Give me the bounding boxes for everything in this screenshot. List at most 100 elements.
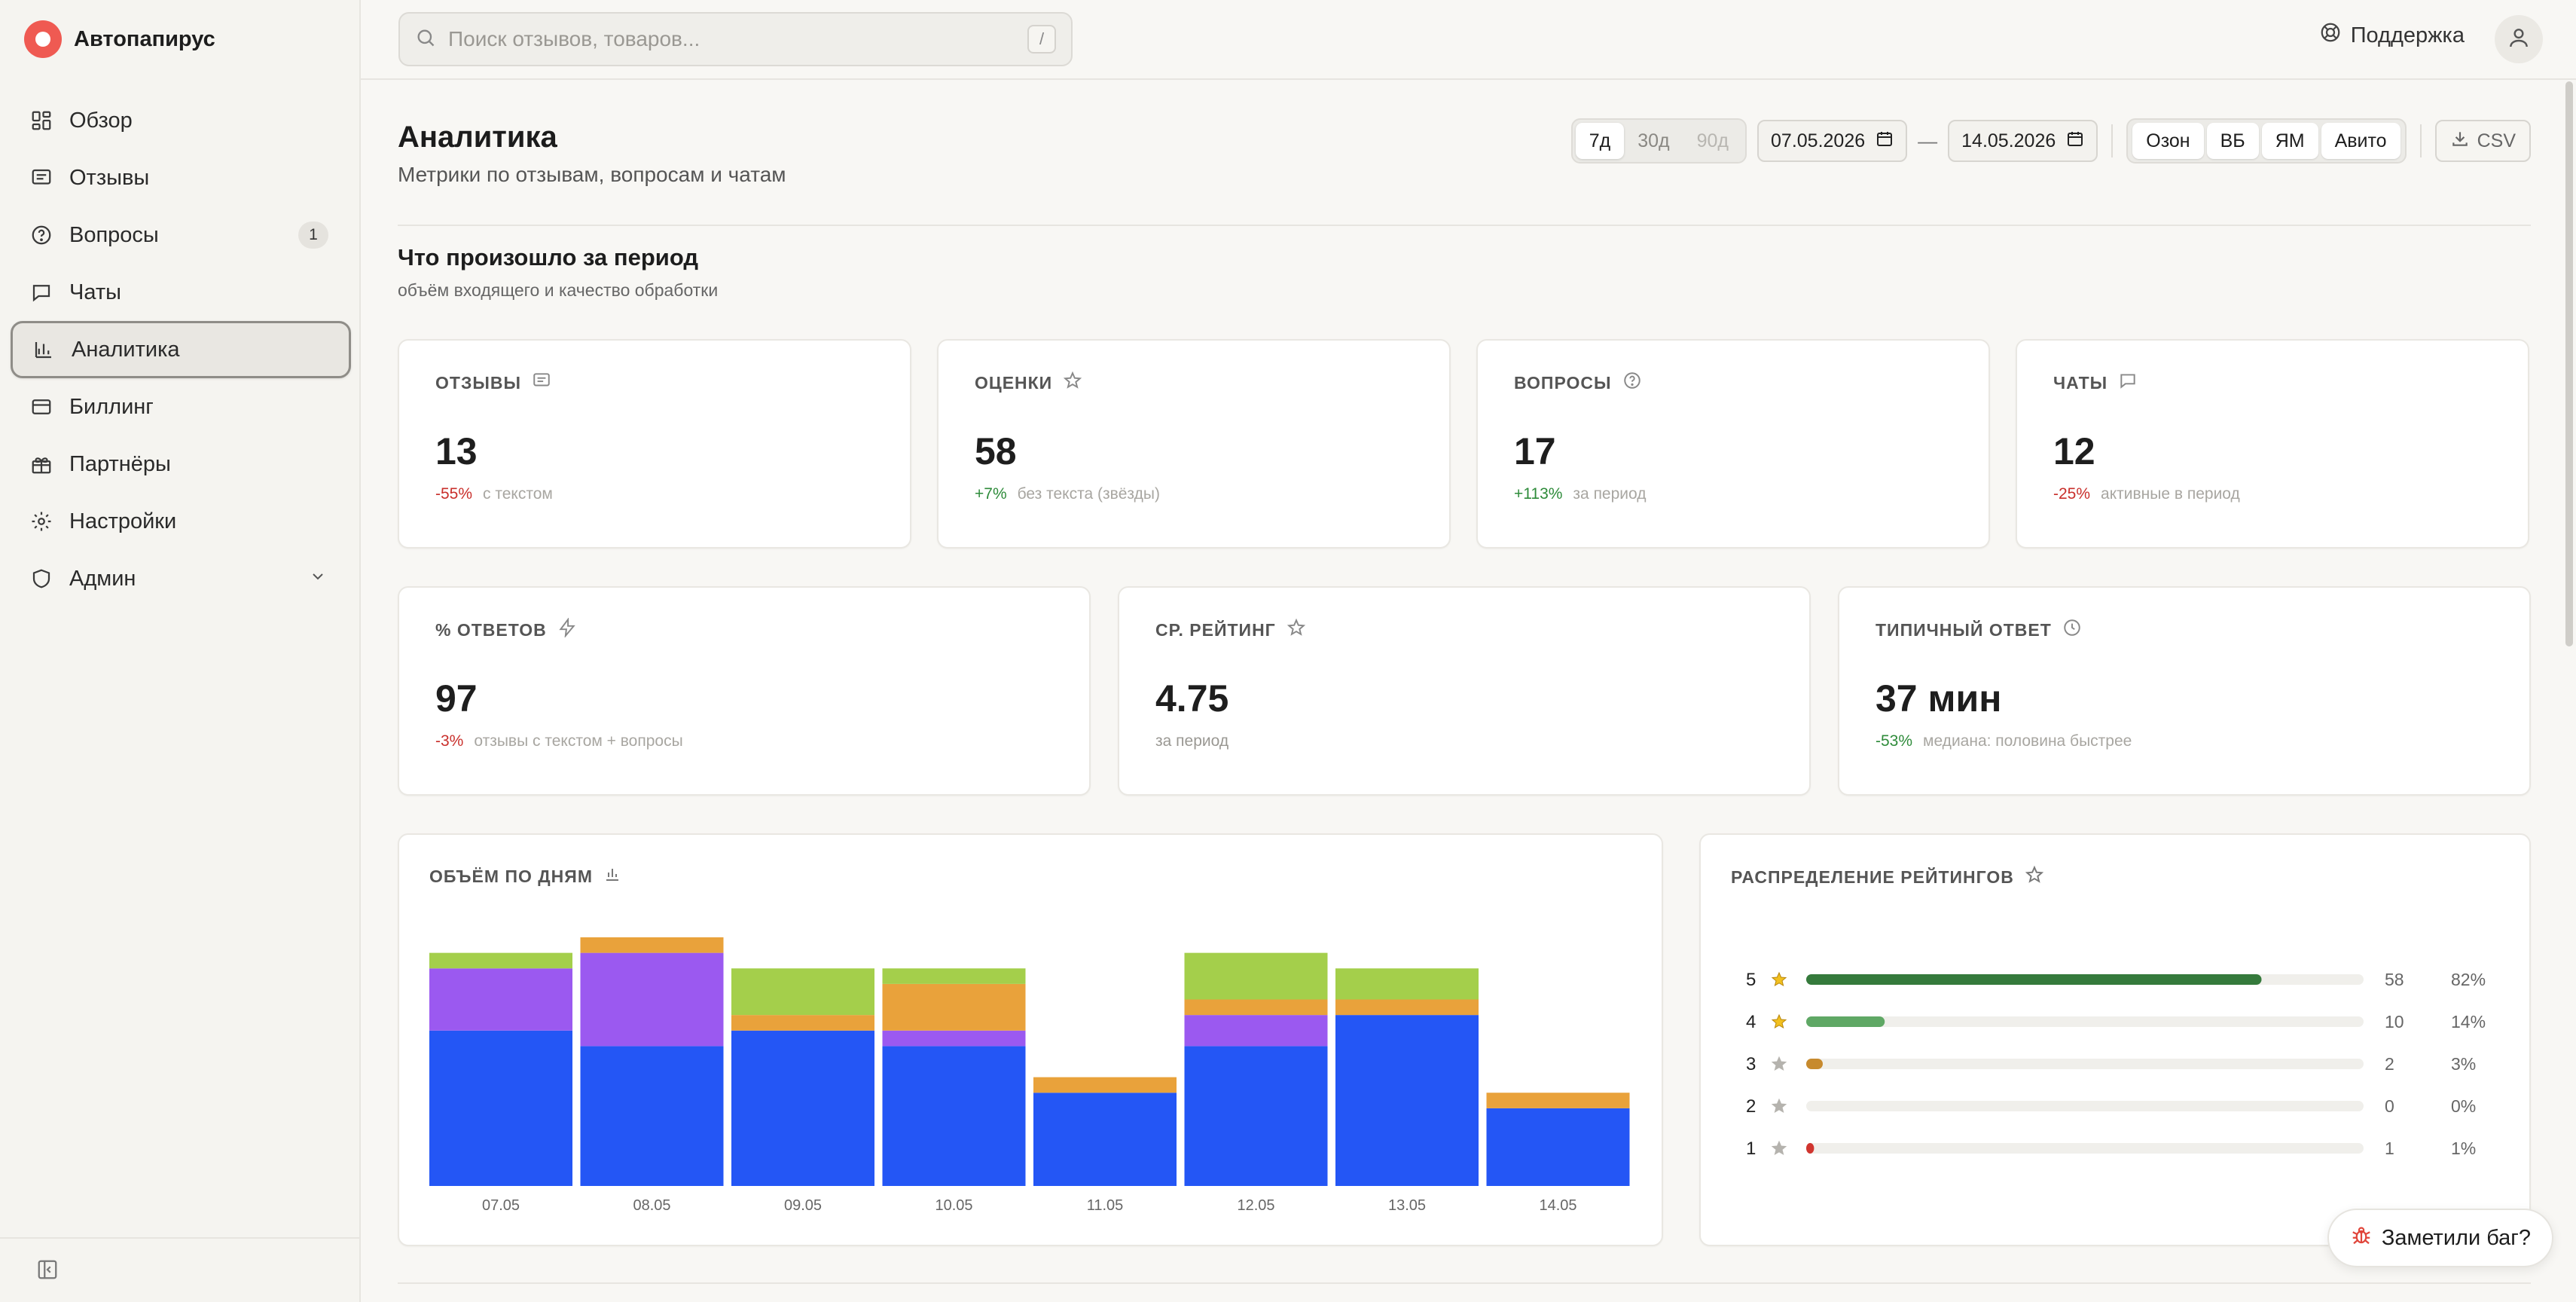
volume-bar-segment[interactable] [1335, 968, 1479, 1000]
metric-note: за период [1573, 485, 1647, 503]
volume-bar-segment[interactable] [429, 952, 572, 969]
search-box[interactable]: / [398, 12, 1073, 66]
sidebar-item[interactable]: Биллинг [11, 378, 351, 436]
volume-bar-segment[interactable] [1033, 1077, 1177, 1093]
user-menu-button[interactable] [2495, 15, 2543, 63]
sidebar-item[interactable]: Админ [11, 550, 351, 607]
rating-percent: 1% [2451, 1138, 2476, 1158]
rating-percent: 14% [2451, 1012, 2486, 1032]
rating-bar[interactable] [1806, 1143, 1814, 1154]
metric-value: 4.75 [1155, 677, 1229, 720]
collapse-sidebar-icon[interactable] [36, 1258, 59, 1285]
bug-icon [2350, 1224, 2373, 1252]
chevron-down-icon[interactable] [309, 567, 327, 591]
page-title: Аналитика [398, 121, 557, 154]
metric-meta: +7% без текста (звёзды) [975, 485, 1160, 503]
metric-label: % ОТВЕТОВ [435, 617, 577, 642]
rating-bar[interactable] [1806, 1016, 1885, 1027]
search-shortcut-hint: / [1027, 25, 1056, 53]
marketplace-toggle[interactable]: ВБ [2206, 123, 2259, 159]
controls-divider [2111, 124, 2114, 157]
metric-label-text: ТИПИЧНЫЙ ОТВЕТ [1876, 619, 2052, 640]
sidebar-item[interactable]: Настройки [11, 493, 351, 550]
volume-bar-segment[interactable] [882, 968, 1026, 984]
metric-note: с текстом [483, 485, 553, 503]
brand[interactable]: Автопапирус [24, 20, 215, 59]
rating-label: 1 [1746, 1138, 1756, 1159]
volume-chart-title-text: ОБЪЁМ ПО ДНЯМ [429, 866, 593, 886]
volume-bar-segment[interactable] [580, 952, 724, 1047]
volume-bar-segment[interactable] [1184, 999, 1328, 1016]
rating-bar[interactable] [1806, 974, 2262, 985]
download-icon [2450, 129, 2470, 154]
shield-icon [30, 567, 53, 590]
metric-delta: -25% [2053, 485, 2091, 503]
report-bug-button[interactable]: Заметили баг? [2327, 1209, 2553, 1267]
sidebar-item[interactable]: Партнёры [11, 436, 351, 493]
calendar-icon[interactable] [2066, 130, 2084, 153]
volume-bar-segment[interactable] [731, 1015, 874, 1031]
volume-chart: 07.05 08.05 09.05 10.05 11.05 12.05 13.05 14.05 [429, 937, 1630, 1214]
star-icon [2025, 865, 2044, 889]
sidebar: Автопапирус Обзор Отзывы Вопросы 1 Чаты Анали… [0, 0, 361, 1302]
volume-bar-segment[interactable] [1184, 1015, 1328, 1047]
date-to-field[interactable]: 14.05.2026 [1948, 120, 2098, 162]
volume-bar-segment[interactable] [731, 1030, 874, 1186]
sidebar-item[interactable]: Аналитика [11, 321, 351, 378]
sidebar-item[interactable]: Вопросы 1 [11, 206, 351, 264]
metric-delta: +113% [1514, 485, 1563, 503]
volume-bar-segment[interactable] [1335, 1015, 1479, 1186]
chat-icon [2118, 371, 2138, 395]
page-scrollbar[interactable] [2565, 81, 2573, 646]
sidebar-item[interactable]: Отзывы [11, 149, 351, 206]
metric-value: 13 [435, 430, 478, 472]
metric-label-text: ВОПРОСЫ [1514, 372, 1612, 393]
support-link[interactable]: Поддержка [2319, 21, 2465, 50]
dashboard-icon [30, 109, 53, 132]
volume-bar-segment[interactable] [429, 1030, 572, 1186]
export-csv-button[interactable]: CSV [2434, 120, 2531, 162]
marketplace-toggle[interactable]: ЯМ [2261, 123, 2318, 159]
star-icon [1771, 1140, 1787, 1156]
rating-distribution-card: РАСПРЕДЕЛЕНИЕ РЕЙТИНГОВ 5 58 82% 4 10 14% 3 2 3%… [1699, 833, 2531, 1246]
sidebar-item[interactable]: Чаты [11, 264, 351, 321]
metric-delta: -53% [1876, 732, 1913, 750]
volume-bar-segment[interactable] [882, 983, 1026, 1031]
volume-bar-segment[interactable] [1486, 1093, 1630, 1108]
metric-note: за период [1155, 732, 1229, 750]
metric-value: 58 [975, 430, 1017, 472]
volume-bar-segment[interactable] [882, 1046, 1026, 1186]
marketplace-toggle[interactable]: Авито [2321, 123, 2401, 159]
period-option[interactable]: 7д [1575, 123, 1625, 159]
volume-bar-segment[interactable] [1486, 1108, 1630, 1186]
period-option[interactable]: 30д [1624, 123, 1683, 159]
sidebar-item[interactable]: Обзор [11, 92, 351, 149]
volume-bar-segment[interactable] [580, 1046, 724, 1186]
metric-value: 12 [2053, 430, 2095, 472]
volume-bar-segment[interactable] [1033, 1093, 1177, 1186]
rating-count: 1 [2385, 1138, 2394, 1158]
volume-bar-segment[interactable] [1184, 1046, 1328, 1186]
user-icon [2507, 26, 2531, 53]
period-option[interactable]: 90д [1683, 123, 1742, 159]
gift-icon [30, 453, 53, 475]
rating-bar[interactable] [1806, 1059, 1823, 1069]
search-input[interactable] [448, 27, 1015, 51]
volume-bar-segment[interactable] [580, 937, 724, 953]
volume-bar-segment[interactable] [731, 968, 874, 1016]
period-selector: 7д 30д 90д [1570, 118, 1747, 164]
search-icon [415, 27, 436, 52]
lifebuoy-icon [2319, 21, 2342, 50]
metric-meta: +113% за период [1514, 485, 1647, 503]
content-divider [398, 1282, 2531, 1284]
metric-value: 17 [1514, 430, 1556, 472]
date-from-field[interactable]: 07.05.2026 [1757, 120, 1908, 162]
calendar-icon[interactable] [1876, 130, 1894, 153]
marketplace-toggle[interactable]: Озон [2132, 123, 2204, 159]
volume-bar-segment[interactable] [1335, 999, 1479, 1016]
metric-label-text: ОТЗЫВЫ [435, 372, 521, 393]
volume-bar-segment[interactable] [429, 968, 572, 1031]
volume-bar-segment[interactable] [1184, 952, 1328, 1000]
metric-meta: -53% медиана: половина быстрее [1876, 732, 2132, 750]
volume-bar-segment[interactable] [882, 1030, 1026, 1047]
